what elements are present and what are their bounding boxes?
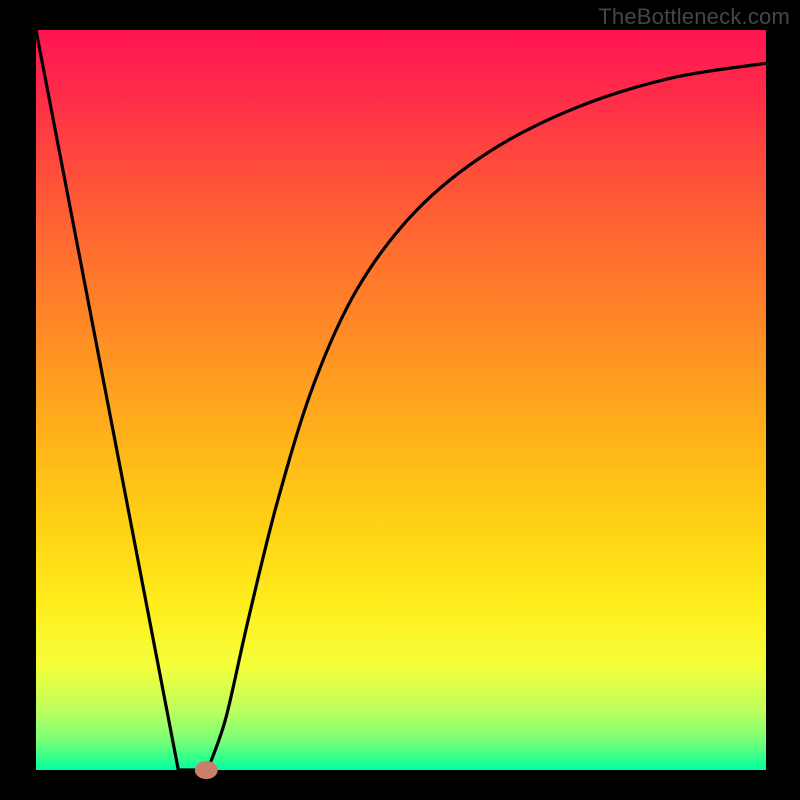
watermark-label: TheBottleneck.com [598, 4, 790, 30]
chart-container: TheBottleneck.com [0, 0, 800, 800]
optimum-marker [195, 761, 218, 779]
plot-area [36, 30, 766, 770]
curve-overlay [36, 30, 766, 770]
